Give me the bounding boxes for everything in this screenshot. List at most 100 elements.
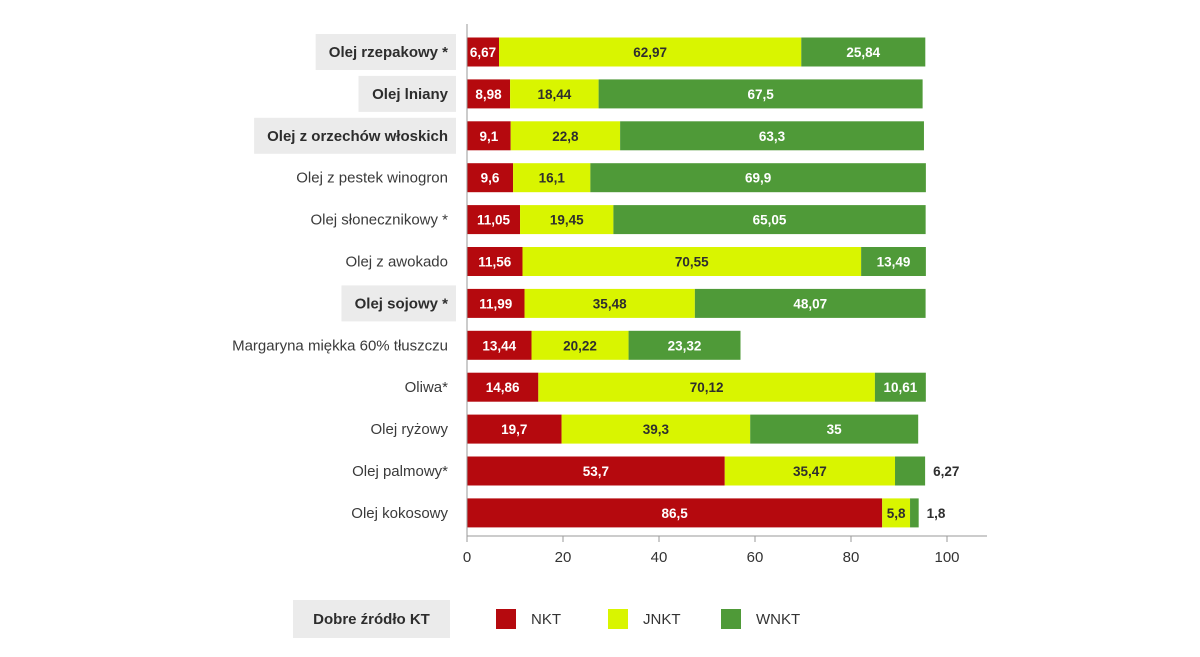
x-tick-label: 20 [555,549,572,566]
bar-value-label: 14,86 [486,380,520,395]
bar-segment-wnkt [694,288,926,318]
bar-segment-nkt [467,414,562,444]
bar-segment-jnkt [510,121,621,151]
bar-value-label: 48,07 [793,296,827,311]
bar-value-label: 53,7 [583,464,609,479]
bar-value-label: 13,44 [482,338,516,353]
bar-segment-jnkt [531,330,629,360]
category-label: Olej rzepakowy * [329,44,448,61]
legend-label-nkt: NKT [531,611,561,628]
bar-value-label: 11,05 [477,213,511,228]
category-label: Olej kokosowy [351,505,448,522]
bar-value-label: 35,47 [793,464,827,479]
x-tick-label: 0 [463,549,471,566]
bar-segment-jnkt [513,163,591,193]
bar-segment-jnkt [724,456,896,486]
bar-value-label: 13,49 [877,255,911,270]
bar-segment-wnkt [861,247,926,276]
bar-segment-nkt [467,247,523,276]
bar-value-label: 22,8 [552,129,579,144]
category-highlight [254,117,456,154]
bar-segment-wnkt [874,372,926,402]
bar-segment-nkt [467,121,511,151]
bar-value-label: 63,3 [759,129,786,144]
bar-value-label: 9,1 [479,129,498,144]
category-highlight [358,75,456,112]
bar-value-label: 6,67 [470,45,496,60]
bar-value-label: 35 [827,422,843,437]
bar-segment-nkt [467,456,725,486]
bar-segment-nkt [467,205,521,235]
bar-value-label: 35,48 [593,296,627,311]
bar-value-label: 8,98 [475,87,502,102]
bar-segment-jnkt [524,288,695,318]
bar-value-label: 11,99 [479,296,512,311]
x-tick-label: 40 [651,549,668,566]
bar-value-label: 19,7 [501,422,527,437]
bar-segment-wnkt [801,37,926,67]
bar-segment-jnkt [561,414,751,444]
bar-segment-jnkt [882,498,911,528]
bar-value-label: 16,1 [539,171,566,186]
bar-segment-nkt [467,79,511,109]
x-axis: 0 20 40 60 80 100 [463,24,987,566]
category-label: Olej z pestek winogron [296,170,448,187]
bar-segment-jnkt [499,37,802,67]
legend-label-jnkt: JNKT [643,611,681,628]
bar-segment-nkt [467,37,500,67]
category-labels: Olej rzepakowy * Olej lniany Olej z orzech… [232,34,456,522]
bar-segment-nkt [467,288,525,318]
bar-segment-wnkt [628,330,741,360]
category-label: Olej sojowy * [355,295,449,312]
bar-value-label: 62,97 [633,45,667,60]
bar-segment-wnkt [750,414,919,444]
bar-segment-jnkt [538,372,875,402]
bar-value-label: 9,6 [481,171,500,186]
bar-value-label: 39,3 [643,422,670,437]
bar-value-label: 6,27 [933,464,959,479]
category-label: Olej słonecznikowy * [310,212,448,229]
category-label: Olej ryżowy [370,421,448,438]
bar-value-label: 18,44 [537,87,571,102]
bar-value-label: 1,8 [927,506,946,521]
bar-value-label: 11,56 [478,255,512,270]
x-tick-label: 80 [843,549,860,566]
category-label: Oliwa* [405,379,449,396]
bar-segment-nkt [467,163,514,193]
bar-segment-jnkt [510,79,599,109]
bar-segment-wnkt [598,79,923,109]
bar-value-label: 67,5 [747,87,774,102]
legend-swatch-jnkt [608,609,628,629]
category-label: Olej lniany [372,86,449,103]
bar-segment-wnkt [590,163,926,193]
bar-value-label: 25,84 [846,45,880,60]
bar-value-label: 5,8 [887,506,906,521]
bar-segment-nkt [467,330,532,360]
bar-value-label: 69,9 [745,171,771,186]
category-highlight [341,285,456,322]
legend-swatch-wnkt [721,609,741,629]
category-highlight [315,34,456,70]
bar-value-label: 19,45 [550,213,584,228]
category-label: Olej palmowy* [352,463,448,480]
category-label: Margaryna miękka 60% tłuszczu [232,337,448,354]
legend-highlight-box [293,600,450,638]
legend: Dobre źródło KT NKT JNKT WNKT [293,600,800,638]
legend-highlight-label: Dobre źródło KT [313,611,430,628]
bar-segment-wnkt [620,121,924,151]
bar-value-label: 23,32 [668,338,702,353]
bar-value-label: 20,22 [563,338,597,353]
bar-value-label: 70,55 [675,255,709,270]
bar-segment-wnkt [613,205,926,235]
bar-segment-nkt [467,498,883,528]
category-label: Olej z orzechów włoskich [267,128,448,145]
x-tick-label: 60 [747,549,764,566]
bar-value-label: 86,5 [661,506,688,521]
category-label: Olej z awokado [345,254,448,271]
bar-value-label: 10,61 [883,380,917,395]
bar-segment-jnkt [522,247,862,276]
bar-segment-wnkt [895,456,926,486]
legend-label-wnkt: WNKT [756,611,800,628]
bar-value-label: 65,05 [753,213,787,228]
